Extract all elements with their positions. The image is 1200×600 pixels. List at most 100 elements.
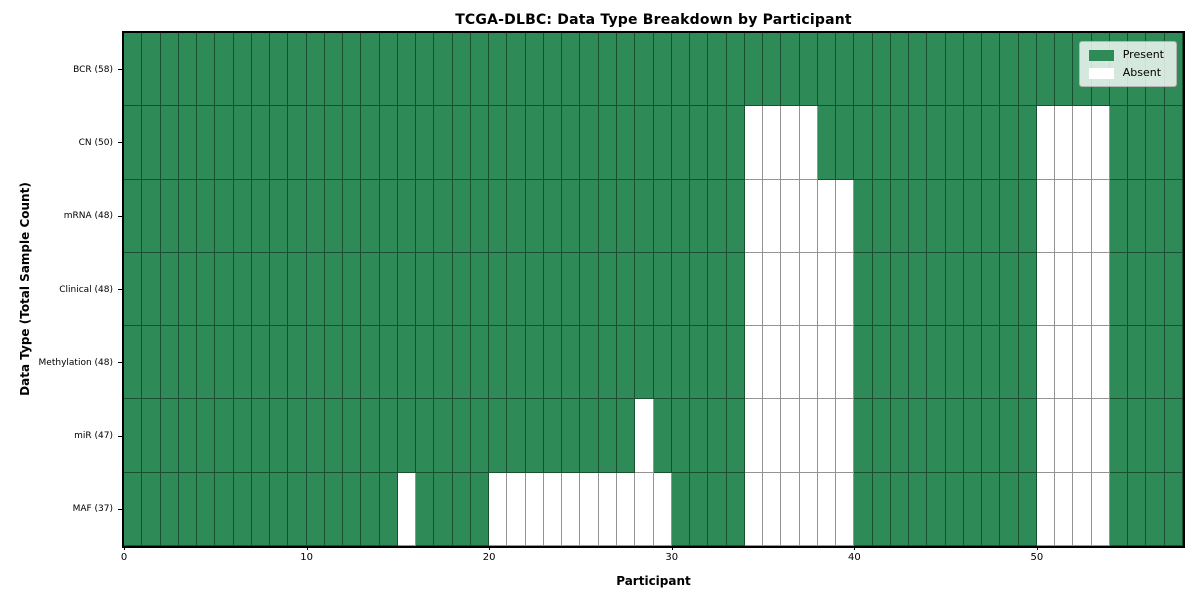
heatmap-cell — [489, 106, 508, 180]
heatmap-cell — [836, 326, 855, 400]
heatmap-cell — [270, 326, 289, 400]
heatmap-cell — [525, 106, 544, 180]
heatmap-cell — [270, 179, 289, 253]
heatmap-cell — [927, 326, 946, 400]
heatmap-cell — [1055, 106, 1074, 180]
heatmap-cell — [690, 179, 709, 253]
heatmap-cell — [434, 326, 453, 400]
heatmap-cell — [324, 106, 344, 180]
heatmap-cell — [744, 252, 764, 327]
heatmap-cell — [963, 399, 983, 473]
heatmap-cell — [653, 179, 672, 253]
heatmap-cell — [1091, 179, 1110, 253]
heatmap-cell — [1146, 399, 1165, 473]
heatmap-cell — [489, 179, 508, 253]
heatmap-cell — [1109, 399, 1129, 473]
heatmap-cell — [434, 399, 453, 473]
heatmap-cell — [1091, 252, 1110, 327]
heatmap-cell — [945, 252, 964, 327]
heatmap-cell — [598, 179, 617, 253]
heatmap-cell — [233, 252, 252, 327]
heatmap-cell — [178, 106, 198, 180]
heatmap-cell — [525, 326, 544, 400]
heatmap-cell — [416, 33, 435, 107]
y-tick-mark — [118, 215, 122, 217]
heatmap-cell — [708, 106, 727, 180]
heatmap-cell — [708, 399, 727, 473]
heatmap-cell — [233, 399, 252, 473]
heatmap-cell — [270, 252, 289, 327]
heatmap-cell — [1055, 326, 1074, 400]
heatmap-cell — [361, 472, 380, 546]
x-axis-label: Participant — [616, 574, 691, 588]
heatmap-cell — [763, 33, 782, 107]
y-axis-ticks: BCR (58) CN (50) mRNA (48) Clinical (48) Met… — [0, 33, 123, 546]
heatmap-cell — [799, 33, 818, 107]
heatmap-cell — [1000, 33, 1019, 107]
heatmap-cell — [416, 472, 435, 546]
heatmap-cell — [178, 179, 198, 253]
heatmap-cell — [525, 472, 544, 546]
heatmap-cell — [215, 252, 234, 327]
heatmap-cell — [1055, 252, 1074, 327]
heatmap-cell — [142, 472, 161, 546]
heatmap-cell — [982, 33, 1001, 107]
heatmap-cell — [635, 106, 654, 180]
heatmap-cell — [270, 33, 289, 107]
heatmap-cell — [817, 106, 837, 180]
heatmap-cell — [744, 179, 764, 253]
heatmap-cell — [763, 179, 782, 253]
heatmap-cell — [1146, 326, 1165, 400]
heatmap-cell — [160, 472, 179, 546]
heatmap-cell — [1128, 179, 1147, 253]
heatmap-cell — [416, 106, 435, 180]
heatmap-cell — [434, 252, 453, 327]
heatmap-grid — [124, 33, 1183, 546]
heatmap-cell — [1000, 252, 1019, 327]
heatmap-cell — [324, 33, 344, 107]
heatmap-cell — [1036, 33, 1056, 107]
heatmap-cell — [543, 399, 563, 473]
heatmap-cell — [124, 326, 143, 400]
heatmap-cell — [1128, 399, 1147, 473]
heatmap-cell — [470, 33, 490, 107]
heatmap-cell — [726, 326, 745, 400]
heatmap-cell — [763, 326, 782, 400]
heatmap-cell — [1073, 326, 1092, 400]
heatmap-cell — [690, 252, 709, 327]
heatmap-cell — [470, 472, 490, 546]
heatmap-cell — [452, 179, 471, 253]
heatmap-cell — [1036, 106, 1056, 180]
heatmap-cell — [890, 106, 910, 180]
heatmap-cell — [197, 252, 216, 327]
heatmap-cell — [982, 326, 1001, 400]
heatmap-cell — [361, 33, 380, 107]
heatmap-cell — [288, 179, 307, 253]
heatmap-cell — [653, 472, 672, 546]
heatmap-cell — [1000, 326, 1019, 400]
heatmap-cell — [616, 33, 636, 107]
heatmap-cell — [781, 179, 800, 253]
heatmap-cell — [909, 179, 928, 253]
heatmap-cell — [836, 252, 855, 327]
heatmap-cell — [562, 472, 581, 546]
heatmap-cell — [963, 326, 983, 400]
heatmap-cell — [909, 106, 928, 180]
plot-area: Present Absent — [122, 31, 1185, 548]
heatmap-cell — [982, 472, 1001, 546]
heatmap-cell — [197, 33, 216, 107]
heatmap-cell — [982, 179, 1001, 253]
heatmap-cell — [890, 33, 910, 107]
heatmap-cell — [416, 179, 435, 253]
heatmap-cell — [397, 179, 417, 253]
heatmap-cell — [909, 252, 928, 327]
heatmap-cell — [872, 472, 891, 546]
heatmap-cell — [1164, 252, 1183, 327]
heatmap-cell — [470, 252, 490, 327]
heatmap-cell — [233, 179, 252, 253]
heatmap-cell — [616, 399, 636, 473]
heatmap-cell — [890, 472, 910, 546]
heatmap-cell — [434, 472, 453, 546]
heatmap-cell — [1073, 252, 1092, 327]
heatmap-cell — [507, 399, 526, 473]
